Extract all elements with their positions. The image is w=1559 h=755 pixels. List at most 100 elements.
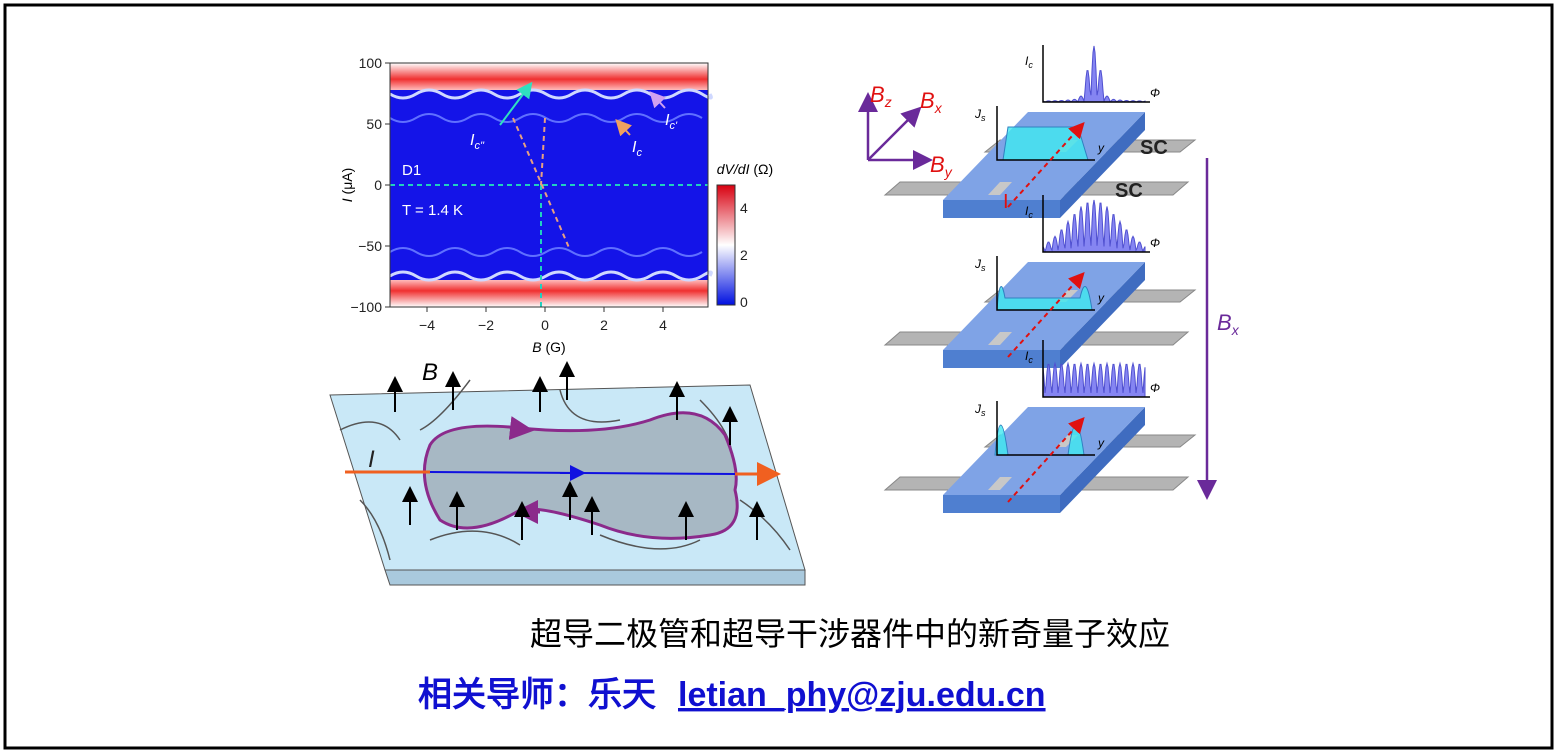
axis-symbol: I <box>339 198 355 202</box>
panel-label: y <box>1097 436 1105 450</box>
slab-side <box>1060 262 1145 368</box>
axis-sub: x <box>934 100 943 116</box>
current-label: I <box>1003 191 1009 213</box>
sweep-main: B <box>1217 310 1232 335</box>
panel-label: Js <box>974 257 986 273</box>
annotation: Ic'' <box>470 132 485 152</box>
slab-front <box>943 200 1060 218</box>
panel-label: Φ <box>1150 381 1160 395</box>
current-arrow <box>1007 272 1085 358</box>
panel-label: Js <box>974 402 986 418</box>
critical-current <box>1042 199 1146 253</box>
panel-label: Φ <box>1150 86 1160 100</box>
colorbar-label: dV/dI (Ω) <box>717 161 773 177</box>
y-tick-label: 0 <box>374 177 382 193</box>
electrode-label: SC <box>1115 180 1143 202</box>
label-main: I <box>1025 349 1029 363</box>
advisor-name: 乐天 <box>588 676 656 714</box>
label-sub: s <box>981 263 986 273</box>
axis-sub: z <box>884 94 892 110</box>
annotation-main: I <box>632 139 637 156</box>
colorbar-tick-label: 0 <box>740 294 748 310</box>
heatmap <box>389 62 713 308</box>
js-axes <box>996 401 1095 456</box>
electrode-label: SC <box>1140 137 1168 159</box>
colorbar-tick-label: 4 <box>740 200 748 216</box>
panel-label: Js <box>974 107 986 123</box>
axis-main: B <box>930 152 945 177</box>
slab-front <box>943 495 1060 513</box>
js-axes <box>996 256 1095 311</box>
panel-label: Ic <box>1025 54 1033 70</box>
annotation: Ic <box>632 139 642 159</box>
label-main: J <box>974 257 982 271</box>
axis-sub: y <box>944 164 953 180</box>
js-axes <box>996 106 1095 161</box>
label-main: J <box>974 107 982 121</box>
axis-label: By <box>930 152 953 180</box>
field-label: B <box>422 359 438 386</box>
annotation-main: I <box>665 112 670 129</box>
axis-unit: (Ω) <box>750 161 774 177</box>
panel-label: Ic <box>1025 349 1033 365</box>
x-tick-label: 0 <box>541 317 549 333</box>
y-tick-label: −100 <box>350 299 382 315</box>
ic-axes <box>1042 340 1150 398</box>
label-main: J <box>974 402 982 416</box>
sweep-sub: x <box>1231 322 1240 338</box>
axis-unit: (G) <box>542 339 566 355</box>
label-sub: s <box>981 408 986 418</box>
label-sub: c <box>1028 355 1033 365</box>
axis-main: B <box>870 82 885 107</box>
field-axes <box>858 92 1217 500</box>
advisor-label: 相关导师： <box>418 676 588 714</box>
label-main: I <box>1025 204 1029 218</box>
annotation-sub: c'' <box>474 140 485 152</box>
slab-side <box>1060 112 1145 218</box>
axis-label: Bz <box>870 82 892 110</box>
x-tick-label: 4 <box>659 317 667 333</box>
advisor-email[interactable]: letian_phy@zju.edu.cn <box>678 676 1046 714</box>
label-sub: c <box>1028 210 1033 220</box>
axis-unit: (μA) <box>339 168 355 199</box>
current-label: I <box>368 446 375 473</box>
annotation: Ic' <box>665 112 678 132</box>
axis-symbol: B <box>532 339 541 355</box>
panel-label: Φ <box>1150 236 1160 250</box>
label-sub: s <box>981 113 986 123</box>
axis-symbol: dV/dI <box>717 161 750 177</box>
current-arrow <box>1007 122 1085 208</box>
x-axis-label: B (G) <box>532 339 565 355</box>
sweep-label: Bx <box>1217 310 1240 338</box>
annotation-main: I <box>470 132 475 149</box>
x-tick-label: −2 <box>478 317 494 333</box>
colorbar <box>716 184 736 306</box>
temperature-label: T = 1.4 K <box>402 202 463 219</box>
y-tick-label: −50 <box>358 238 382 254</box>
slab-top <box>943 407 1145 495</box>
ic-axes <box>1042 195 1150 253</box>
sketch <box>329 361 806 586</box>
x-tick-label: 2 <box>600 317 608 333</box>
electrode <box>988 435 1078 490</box>
y-axis-label: I (μA) <box>339 168 355 203</box>
advisor-line: 相关导师：乐天 letian_phy@zju.edu.cn <box>418 676 1046 714</box>
axis-main: B <box>920 88 935 113</box>
y-tick-label: 100 <box>359 55 383 71</box>
current-density <box>996 286 1093 311</box>
device-label: D1 <box>402 162 421 179</box>
axis-label: Bx <box>920 88 943 116</box>
slab-side <box>1060 407 1145 513</box>
colorbar-tick-label: 2 <box>740 247 748 263</box>
y-tick-label: 50 <box>366 116 382 132</box>
frame <box>3 3 1554 750</box>
current-arrow <box>1007 417 1085 503</box>
annotation-sub: c <box>636 147 642 159</box>
annotation-sub: c' <box>669 120 678 132</box>
label-main: I <box>1025 54 1029 68</box>
panel-label: y <box>1097 291 1105 305</box>
label-sub: c <box>1028 60 1033 70</box>
ic-axes <box>1042 45 1150 103</box>
caption: 超导二极管和超导干涉器件中的新奇量子效应 <box>530 616 1170 652</box>
